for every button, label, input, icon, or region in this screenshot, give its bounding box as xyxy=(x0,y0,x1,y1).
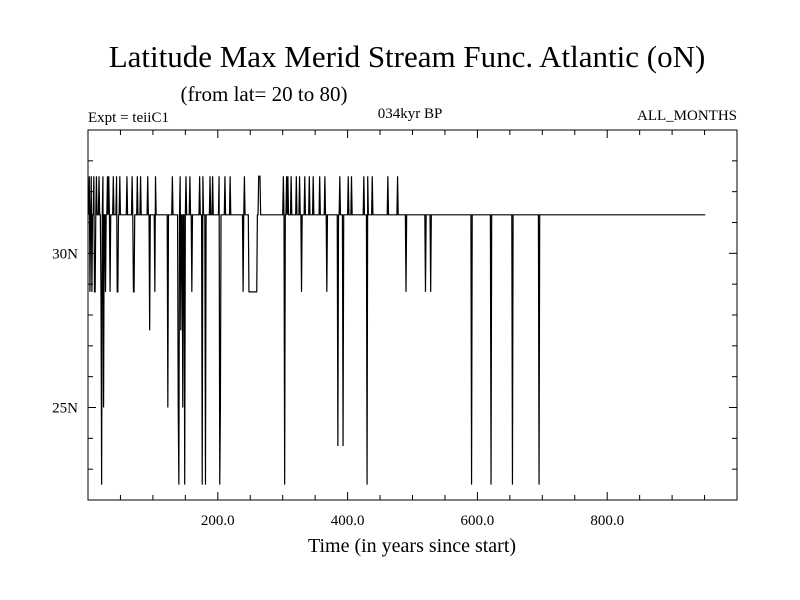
x-tick-label: 600.0 xyxy=(461,513,495,529)
y-axis-ticks: 25N 30N xyxy=(52,160,737,470)
plot-area: 200.0 400.0 600.0 800.0 25N 30N xyxy=(52,129,738,529)
y-tick-label: 30N xyxy=(52,246,78,262)
chart-subtitle: (from lat= 20 to 80) xyxy=(181,82,348,106)
experiment-annotation: Expt = teiiC1 xyxy=(88,110,169,126)
series-layer xyxy=(88,175,706,485)
x-tick-label: 800.0 xyxy=(590,513,624,529)
x-axis-ticks: 200.0 400.0 600.0 800.0 xyxy=(119,130,706,529)
x-axis-label: Time (in years since start) xyxy=(308,535,516,557)
x-tick-label: 200.0 xyxy=(201,513,235,529)
chart-title: Latitude Max Merid Stream Func. Atlantic… xyxy=(109,39,706,74)
x-tick-label: 400.0 xyxy=(331,513,365,529)
period-annotation: 034kyr BP xyxy=(378,106,443,122)
series-line xyxy=(88,175,706,485)
y-tick-label: 25N xyxy=(52,401,78,417)
months-annotation: ALL_MONTHS xyxy=(637,108,737,124)
